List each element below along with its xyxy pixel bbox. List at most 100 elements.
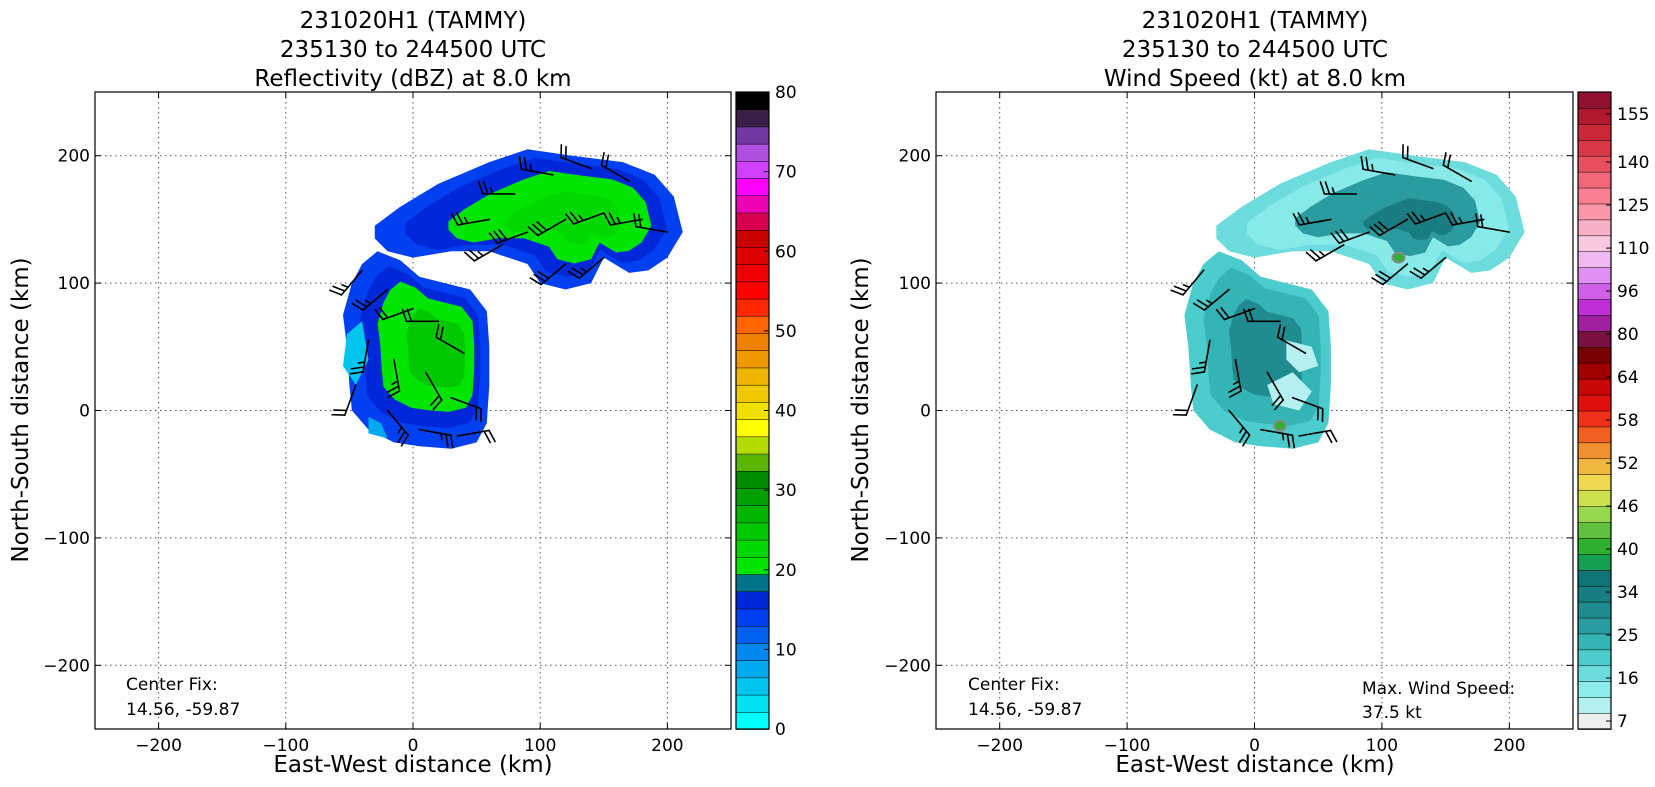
wind-barb [349,339,370,375]
wind-barb [1305,244,1345,262]
colorbar-tick-label: 50 [775,322,797,342]
colorbar-segment [1577,219,1612,237]
colorbar-segment [735,212,770,231]
colorbar-segment [1577,346,1612,364]
colorbar-segment [1577,187,1612,205]
wind-barb [1192,288,1230,311]
colorbar-segment [735,677,770,696]
colorbar-segment [1577,537,1612,555]
colorbar-tick-label: 64 [1617,368,1639,388]
echo-band-core [505,191,622,245]
colorbar-segment [735,470,770,489]
echo-edge-patch [368,416,388,439]
wind-barbs [328,144,669,449]
colorbar-segment [735,367,770,386]
colorbar-segment [735,659,770,679]
colorbar-segment [1577,155,1612,173]
colorbar-segment [1577,633,1612,651]
wind-barb [1228,358,1242,398]
wind-barb [1298,429,1338,444]
wind-speed-panel: 231020H1 (TAMMY) 235130 to 244500 UTC Wi… [848,8,1649,778]
axis-ticks: −200 −100 0 100 200 −200 −100 0 100 200 [43,92,731,756]
colorbar-tick-label: 40 [1617,540,1639,560]
colorbar-segment [735,349,770,369]
colorbar-segment [735,539,770,558]
reflectivity-colorbar: 0 10 20 30 40 50 60 70 80 [735,83,797,740]
center-fix-value: 14.56, -59.87 [968,700,1082,720]
colorbar-segment [1577,314,1612,332]
chart-title-line-1: 231020H1 (TAMMY) [1142,8,1369,34]
wind-barb [1319,181,1358,195]
colorbar-segment [735,573,770,593]
wind-barb [1170,269,1205,296]
axis-ticks: −200 −100 0 100 200 −200 −100 0 100 200 [884,92,1573,756]
wind-barb [1475,213,1511,233]
wind-core-inner [1229,299,1303,398]
grid [936,92,1573,729]
colorbar-segment [1577,442,1612,460]
colorbar-segment [1577,203,1612,221]
x-tick-label: 0 [1249,736,1260,756]
colorbar-tick-label: 7 [1617,712,1628,732]
x-tick-label: −100 [262,736,309,756]
colorbar-segment [735,143,770,162]
y-axis-label: North-South distance (km) [848,257,874,562]
colorbar-segment [1577,505,1612,523]
y-tick-label: 200 [58,147,90,167]
wind-barb [1409,256,1447,279]
colorbar-segment [1577,585,1612,603]
wind-barb [351,288,389,311]
colorbar-segment [735,195,770,214]
wind-barb [418,428,454,449]
colorbar-segment [735,108,770,128]
colorbar-segment [735,91,770,110]
wind-barb [633,213,669,233]
wind-barb [331,384,357,416]
wind-barb [1401,144,1434,170]
colorbar-tick-label: 155 [1617,105,1649,125]
chart-title-line-3: Wind Speed (kt) at 8.0 km [1104,66,1406,92]
colorbar-segment [735,556,770,575]
colorbar-tick-label: 34 [1617,583,1639,603]
colorbar-segment [1577,123,1612,141]
colorbar-segment [1577,696,1612,714]
colorbar-segment [735,177,770,197]
colorbar-segment [1577,394,1612,412]
wind-barb [386,358,401,398]
wind-barb [1445,212,1485,226]
colorbar-tick-label: 70 [775,163,797,183]
colorbar-tick-label: 46 [1617,497,1639,517]
colorbar-segment [1577,553,1612,571]
colorbar-segment [1577,426,1612,444]
y-tick-label: −100 [43,529,90,549]
y-tick-label: 100 [58,274,90,294]
echo-edge-patch [343,321,369,385]
wind-band-core [1363,198,1456,241]
y-axis-label: North-South distance (km) [8,257,34,562]
colorbar-tick-label: 10 [775,640,797,660]
colorbar-segment [735,591,770,610]
colorbar-segment [1577,458,1612,475]
colorbar-segment [1577,235,1612,253]
wind-barb [1406,211,1447,225]
wind-barb [456,429,496,444]
colorbar-segment [1577,665,1612,682]
colorbar-tick-label: 20 [775,561,797,581]
colorbar-segment [735,229,770,248]
colorbar-tick-label: 52 [1617,454,1639,474]
x-axis-label: East-West distance (km) [273,752,552,778]
colorbar-segment [735,453,770,472]
y-tick-label: −100 [884,529,931,549]
wind-barb [560,144,592,170]
max-wind-label: Max. Wind Speed: [1362,679,1515,699]
wind-barb [1442,151,1472,182]
colorbar-segment [1577,107,1612,125]
wind-barb [488,228,529,244]
center-fix-label: Center Fix: [126,675,218,695]
wind-barb [1276,323,1307,354]
wind-barb [1291,396,1324,423]
wind-barb [565,211,605,225]
x-tick-label: 200 [1493,736,1525,756]
colorbar-segment [735,694,770,713]
x-tick-label: 200 [651,736,683,756]
